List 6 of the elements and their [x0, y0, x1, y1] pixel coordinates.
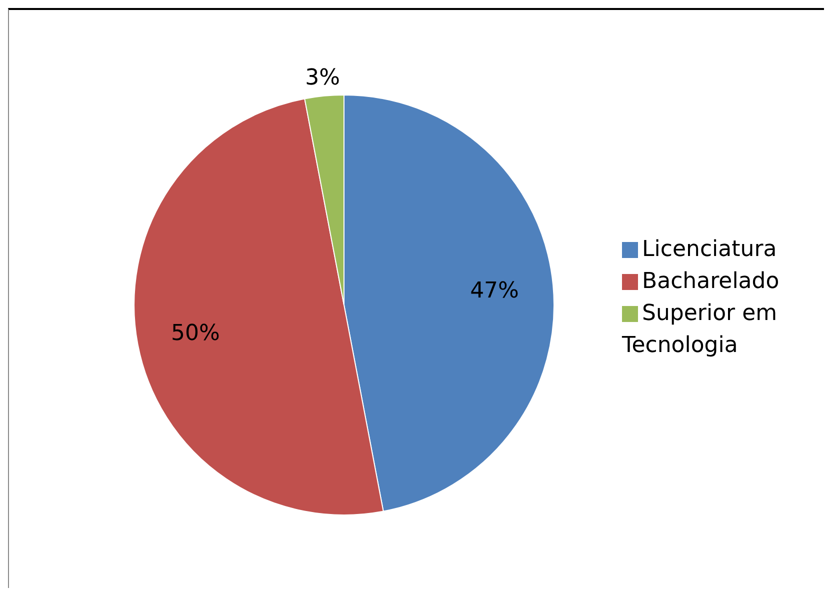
data-label: 3%	[305, 66, 340, 91]
legend-label: Licenciatura	[642, 237, 777, 262]
legend-label: Bacharelado	[642, 269, 780, 294]
data-label: 47%	[470, 278, 519, 304]
legend-label: Superior em Tecnologia	[622, 301, 778, 358]
data-label: 50%	[171, 320, 220, 346]
